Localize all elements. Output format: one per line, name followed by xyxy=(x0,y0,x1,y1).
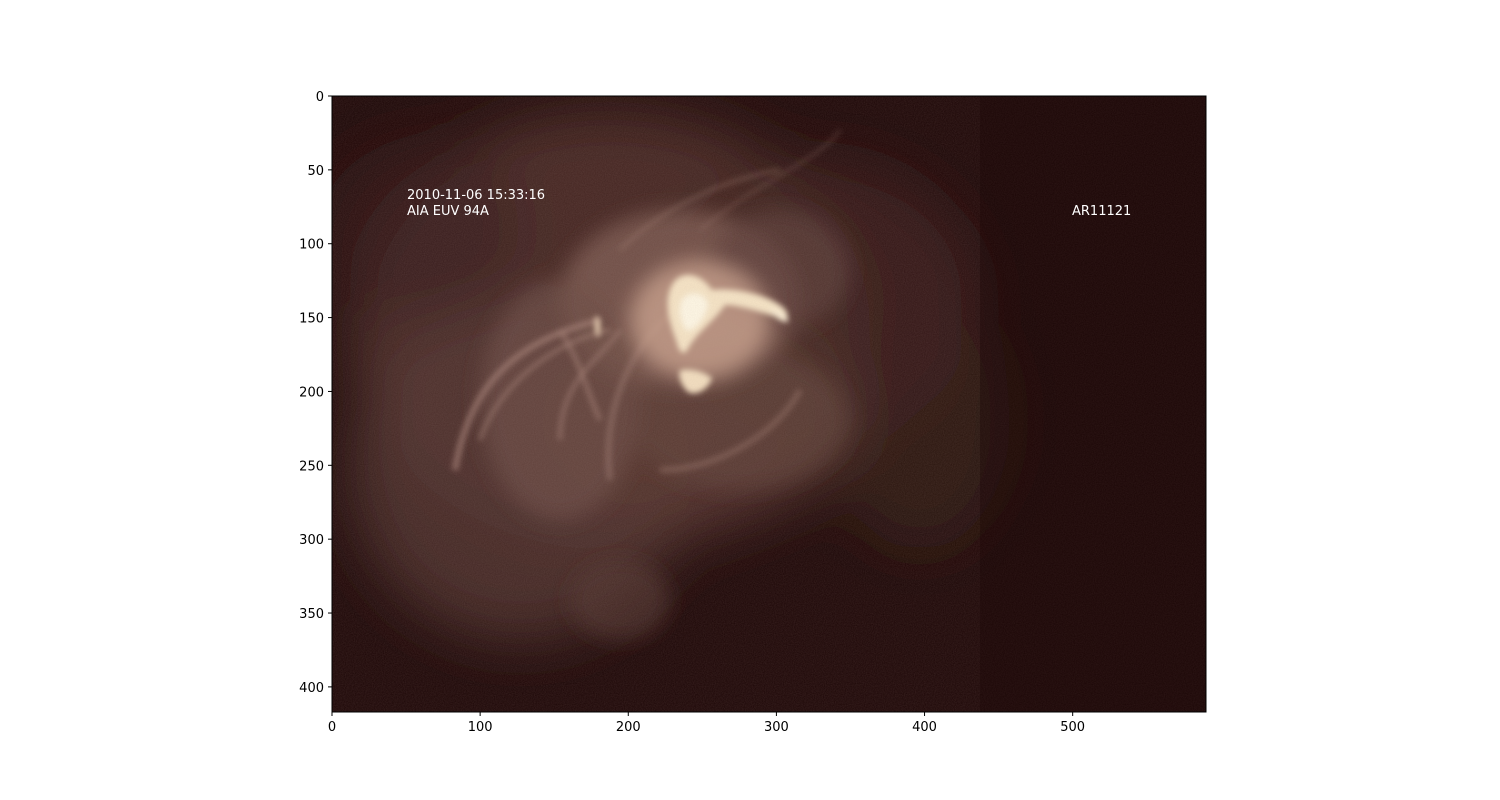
x-tick-label: 400 xyxy=(912,720,937,735)
y-tick-label: 50 xyxy=(307,164,324,179)
x-tick-label: 300 xyxy=(764,720,789,735)
y-tick-label: 100 xyxy=(299,238,324,253)
x-tick-label: 500 xyxy=(1060,720,1085,735)
y-tick-label: 250 xyxy=(299,459,324,474)
y-axis: 0 50 100 150 200 250 300 350 400 xyxy=(299,90,332,696)
y-tick-label: 200 xyxy=(299,385,324,400)
x-tick-label: 200 xyxy=(616,720,641,735)
x-tick-label: 0 xyxy=(328,720,336,735)
dark-region xyxy=(980,96,1206,712)
timestamp-label: 2010-11-06 15:33:16 xyxy=(407,188,545,203)
y-tick-label: 350 xyxy=(299,607,324,622)
y-tick-label: 300 xyxy=(299,533,324,548)
y-tick-label: 400 xyxy=(299,681,324,696)
region-label: AR11121 xyxy=(1072,204,1131,219)
instrument-label: AIA EUV 94A xyxy=(407,204,489,219)
y-tick-label: 150 xyxy=(299,312,324,327)
y-tick-label: 0 xyxy=(316,90,324,105)
x-axis: 0 100 200 300 400 500 xyxy=(328,712,1085,735)
x-tick-label: 100 xyxy=(468,720,493,735)
solar-image: 2010-11-06 15:33:16 AIA EUV 94A AR11121 xyxy=(320,96,1206,712)
